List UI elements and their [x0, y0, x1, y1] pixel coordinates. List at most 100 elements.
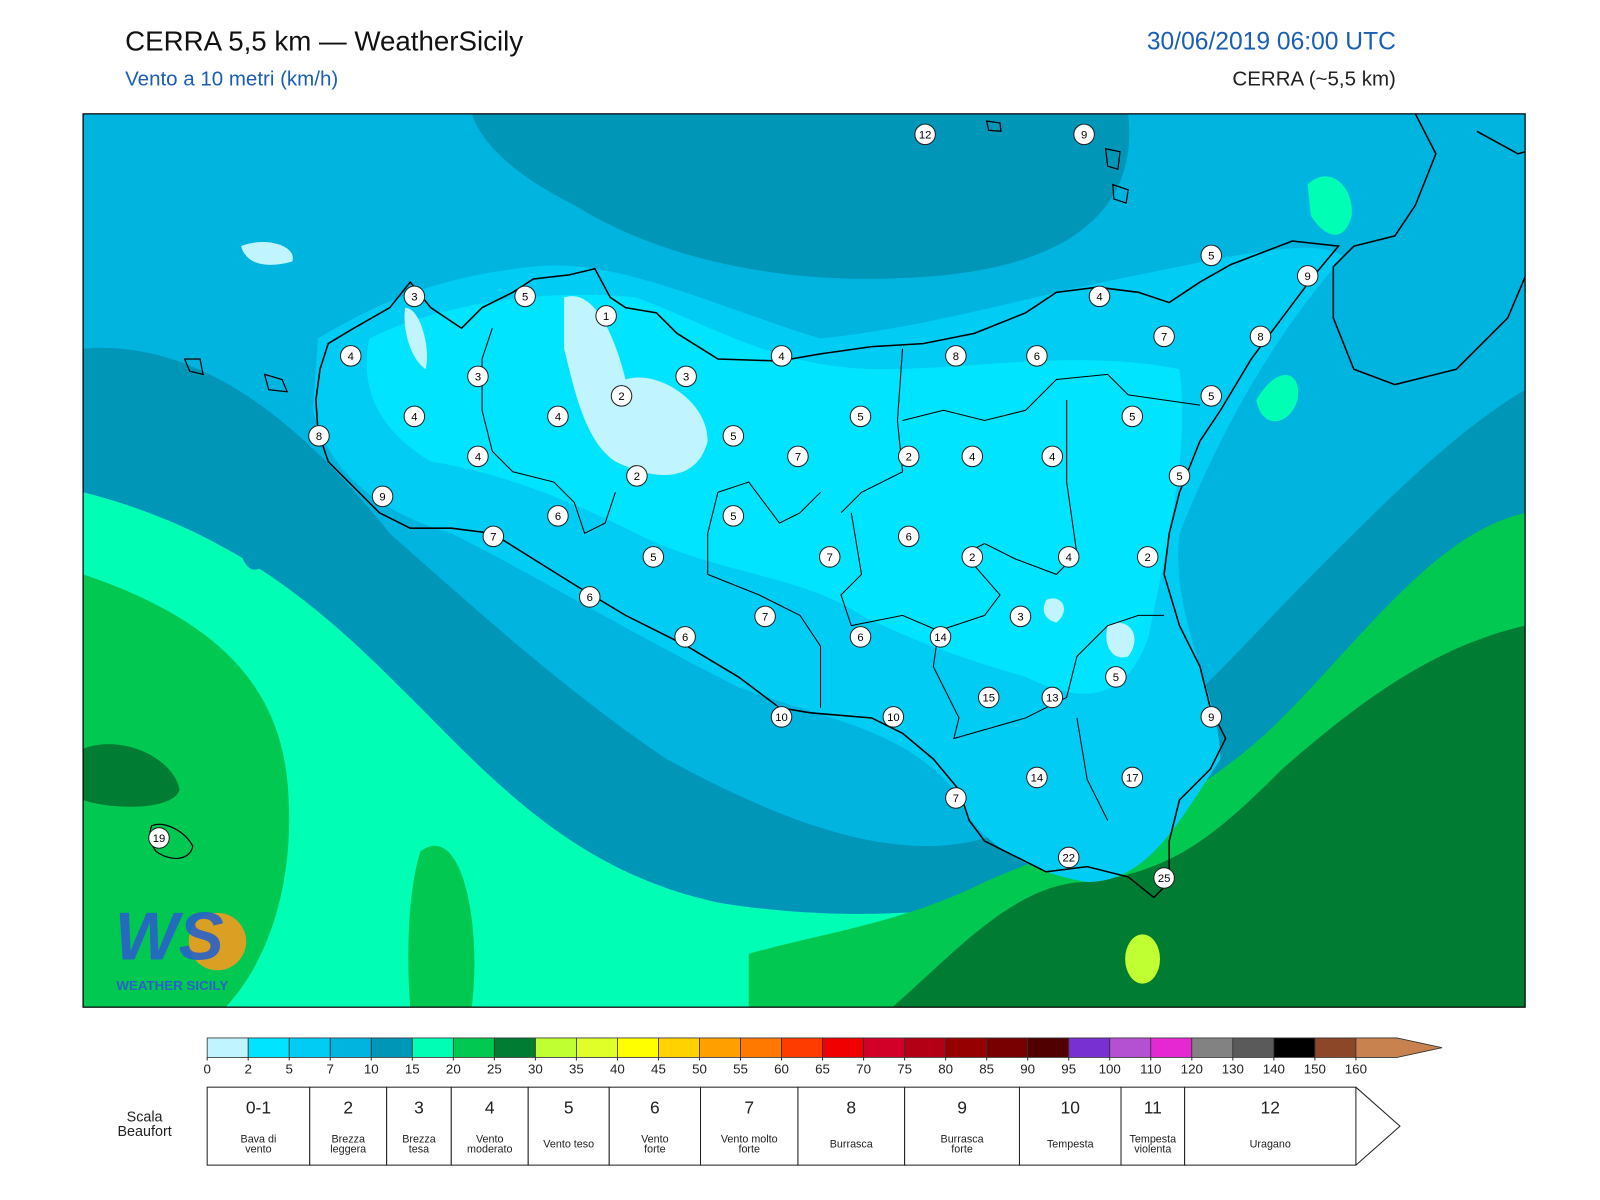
station-value: 9	[1305, 271, 1311, 283]
station-value: 7	[1161, 331, 1167, 343]
beaufort-cell	[386, 1086, 452, 1166]
station-value: 4	[555, 411, 561, 423]
station-marker	[1105, 666, 1127, 688]
station-value: 7	[953, 793, 959, 805]
station-value: 4	[475, 451, 481, 463]
station-marker	[722, 505, 745, 527]
station-marker	[1088, 285, 1111, 308]
beaufort-force: 8	[846, 1097, 856, 1117]
color-swatch	[247, 1037, 290, 1058]
station-value: 3	[411, 291, 417, 303]
station-marker	[1009, 605, 1032, 628]
beaufort-description: Tempesta	[1047, 1138, 1094, 1150]
color-swatch	[986, 1037, 1029, 1058]
station-value: 7	[827, 552, 833, 564]
color-swatch	[411, 1037, 454, 1058]
beaufort-force: 7	[744, 1097, 754, 1117]
station-value: 9	[1081, 129, 1087, 141]
station-value: 6	[857, 632, 863, 644]
station-value: 3	[475, 371, 481, 383]
logo: WS WEATHER SICILY	[115, 899, 247, 993]
beaufort-cell	[797, 1086, 906, 1166]
station-value: 4	[1096, 291, 1102, 303]
color-swatch	[699, 1037, 741, 1058]
station-value: 14	[934, 632, 947, 644]
colorbar: 0 2 5 7 10 15 20 25 30 35 40 45 50 55 60 65 70 75 80 85 90 95…	[203, 1037, 1443, 1076]
color-swatch	[1273, 1037, 1316, 1058]
beaufort-description: tesa	[409, 1144, 429, 1156]
station-value: 7	[762, 611, 768, 623]
tick-label: 55	[733, 1061, 748, 1076]
station-marker	[1249, 325, 1272, 348]
beaufort-description: Uragano	[1250, 1138, 1291, 1150]
station-marker	[610, 385, 633, 407]
station-value: 14	[1031, 772, 1044, 784]
tick-label: 150	[1304, 1061, 1326, 1076]
tick-label: 120	[1181, 1061, 1203, 1076]
logo-mark: WS	[115, 899, 224, 974]
station-marker	[1153, 325, 1175, 348]
color-swatch	[617, 1037, 659, 1058]
map-frame	[82, 113, 1526, 1008]
station-marker	[770, 706, 793, 728]
beaufort-cell	[309, 1086, 388, 1166]
beaufort-description: forte	[951, 1144, 973, 1156]
station-value: 13	[1046, 692, 1059, 704]
station-marker	[1121, 766, 1144, 789]
station-value: 7	[795, 451, 801, 463]
station-value: 10	[775, 712, 788, 724]
color-swatch	[781, 1037, 823, 1058]
beaufort-cell	[1184, 1086, 1357, 1166]
station-value: 1	[603, 311, 609, 323]
beaufort-cell	[700, 1086, 799, 1166]
station-value: 4	[348, 351, 354, 363]
color-swatch	[863, 1037, 906, 1058]
beaufort-force: 3	[414, 1097, 424, 1117]
color-swatch	[576, 1037, 618, 1058]
logo-text: WEATHER SICILY	[116, 978, 228, 993]
color-swatch	[288, 1037, 331, 1058]
station-value: 9	[379, 491, 385, 503]
tick-label: 15	[405, 1061, 420, 1076]
tick-label: 10	[364, 1061, 379, 1076]
station-marker	[467, 365, 489, 388]
station-marker	[148, 827, 170, 849]
station-marker	[1026, 766, 1048, 789]
datetime: 30/06/2019 06:00 UTC	[1147, 29, 1396, 56]
color-swatch	[1109, 1037, 1152, 1058]
color-swatch	[493, 1037, 536, 1058]
beaufort-force: 6	[650, 1097, 660, 1117]
station-value: 19	[153, 833, 166, 845]
beaufort-description: Vento teso	[543, 1138, 594, 1150]
tick-label: 90	[1020, 1061, 1035, 1076]
tick-label: 95	[1061, 1061, 1076, 1076]
tick-label: 50	[692, 1061, 707, 1076]
station-marker	[770, 345, 793, 367]
tick-label: 140	[1263, 1061, 1285, 1076]
beaufort-force: 4	[485, 1097, 495, 1117]
station-value: 4	[969, 451, 975, 463]
station-value: 5	[730, 431, 736, 443]
color-swatch	[1027, 1037, 1070, 1058]
beaufort-description: forte	[644, 1144, 666, 1156]
tick-label: 7	[327, 1061, 334, 1076]
station-marker	[961, 445, 984, 468]
station-value: 2	[634, 471, 640, 483]
station-marker	[1041, 445, 1064, 468]
station-value: 6	[682, 632, 688, 644]
color-swatch	[206, 1037, 249, 1058]
color-swatch	[329, 1037, 372, 1058]
beaufort-description: violenta	[1134, 1144, 1171, 1156]
beaufort-force: 9	[957, 1097, 967, 1117]
station-value: 4	[1049, 451, 1055, 463]
station-value: 6	[906, 531, 912, 543]
title: CERRA 5,5 km — WeatherSicily	[125, 25, 523, 56]
station-marker	[945, 787, 967, 809]
tick-label: 25	[487, 1061, 502, 1076]
station-marker	[849, 626, 872, 648]
station-value: 5	[650, 552, 656, 564]
beaufort-force: 10	[1061, 1097, 1081, 1117]
